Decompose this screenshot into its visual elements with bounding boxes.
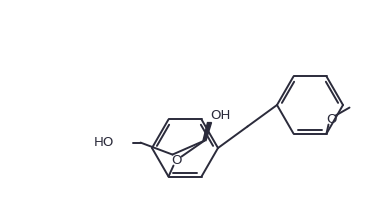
Text: O: O <box>326 113 337 126</box>
Text: HO: HO <box>94 136 115 149</box>
Text: O: O <box>171 154 182 167</box>
Text: OH: OH <box>211 109 231 122</box>
Polygon shape <box>203 123 211 140</box>
